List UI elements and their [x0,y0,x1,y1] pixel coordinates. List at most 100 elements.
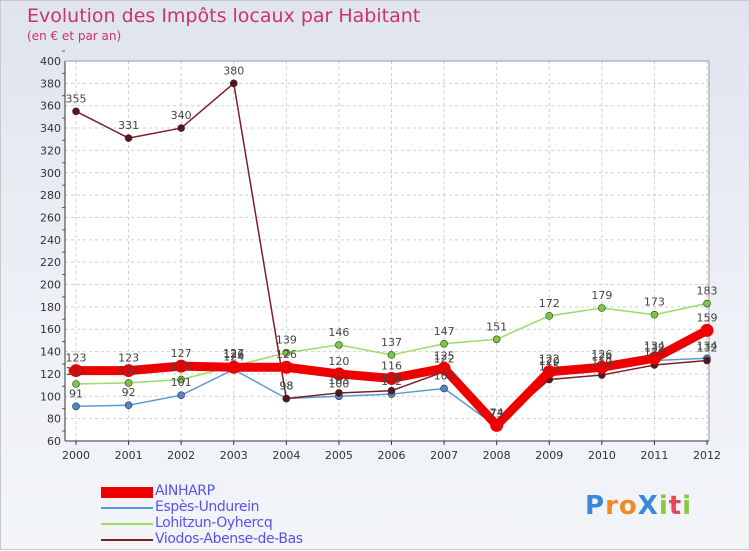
legend-swatch [101,507,153,509]
data-point [647,351,661,365]
data-point [72,107,80,116]
data-point [650,310,659,319]
legend-swatch [101,539,153,541]
data-label: 151 [486,320,507,333]
x-tick-label: 2000 [62,449,90,462]
data-label: 115 [539,361,560,374]
data-label: 122 [434,353,455,366]
data-point [124,134,133,142]
data-label: 126 [223,348,244,361]
y-tick-label: 320 [40,144,61,157]
data-point [595,360,609,374]
data-point [440,384,448,393]
data-point [703,299,711,308]
data-point [124,401,133,410]
data-point [387,386,396,395]
x-tick-label: 2010 [588,449,616,462]
data-label: 112 [118,364,139,377]
data-label: 98 [279,380,293,393]
data-label: 122 [539,353,560,366]
data-label: 380 [223,64,244,77]
x-tick-label: 2002 [167,449,195,462]
logo-letter: P [585,491,606,521]
data-label: 92 [122,386,136,399]
data-label: 139 [276,334,297,347]
logo-letter: X [637,491,659,521]
data-label: 331 [118,119,139,132]
data-label: 91 [69,387,83,400]
logo-letter: t [668,491,683,521]
data-label: 107 [434,369,455,382]
data-point [387,351,396,359]
data-point [440,339,448,348]
y-tick-label: 60 [47,435,61,448]
data-label: 101 [171,376,192,389]
data-label: 111 [66,365,87,378]
data-label: 74 [490,406,504,419]
y-tick-label: 140 [40,346,61,359]
data-label: 183 [697,285,718,298]
data-label: 173 [644,296,665,309]
data-point [385,371,398,385]
x-tick-label: 2008 [483,449,511,462]
y-tick-label: 100 [40,390,61,403]
data-label: 134 [644,339,665,352]
x-tick-label: 2006 [378,449,406,462]
y-tick-label: 300 [40,167,61,180]
data-point [177,391,185,399]
y-tick-label: 200 [40,279,61,292]
y-tick-label: 260 [40,211,61,224]
data-label: 116 [381,359,402,372]
legend-label: AINHARP [155,483,215,499]
data-label: 120 [539,355,560,368]
chart-subtitle: (en € et par an) [27,29,122,43]
data-label: 103 [328,374,349,387]
data-label: 147 [434,325,455,338]
data-label: 123 [118,352,139,365]
data-label: 74 [490,406,504,419]
data-point [437,361,451,375]
y-tick-label: 380 [40,77,61,90]
data-label: 159 [697,311,718,324]
data-label: 98 [279,380,293,393]
y-tick-label: 340 [40,122,61,135]
proxiti-logo: ProXiti [585,491,692,521]
data-point [492,335,501,344]
data-label: 355 [66,92,87,105]
x-tick-label: 2009 [535,449,563,462]
data-point [332,367,346,381]
data-point [69,364,83,378]
data-label: 124 [223,350,244,363]
data-point [122,364,136,378]
x-tick-label: 2012 [693,449,721,462]
legend-label: Espès-Undurein [155,499,260,515]
data-point [174,359,188,373]
data-point [279,360,293,374]
y-tick-label: 80 [47,413,61,426]
x-tick-label: 2007 [430,449,458,462]
data-label: 128 [644,346,665,359]
data-point [282,348,291,357]
data-point [490,418,504,432]
logo-letter: i [658,491,669,521]
data-label: 340 [171,109,192,122]
data-point [545,312,554,320]
x-tick-label: 2011 [640,449,668,462]
logo-letter: o [618,491,638,521]
data-label: 127 [171,347,192,360]
y-tick-label: 220 [40,256,61,269]
x-tick-label: 2003 [220,449,248,462]
data-label: 146 [328,326,349,339]
data-label: 125 [434,349,455,362]
data-point [703,356,711,365]
data-label: 126 [591,348,612,361]
data-point [72,380,80,388]
data-point [335,341,343,349]
logo-letter: i [682,491,693,521]
data-label: 119 [591,356,612,369]
data-point [542,365,556,379]
data-point [177,375,185,384]
y-tick-label: 160 [40,323,61,336]
data-label: 132 [697,342,718,355]
